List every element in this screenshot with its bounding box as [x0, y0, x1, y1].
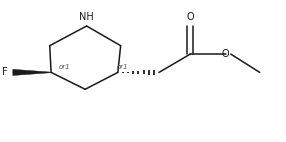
Text: or1: or1	[58, 64, 70, 70]
Text: O: O	[186, 12, 194, 22]
Text: F: F	[2, 67, 8, 77]
Polygon shape	[13, 69, 51, 76]
Text: O: O	[222, 49, 229, 59]
Text: NH: NH	[79, 12, 94, 22]
Text: or1: or1	[116, 64, 128, 70]
